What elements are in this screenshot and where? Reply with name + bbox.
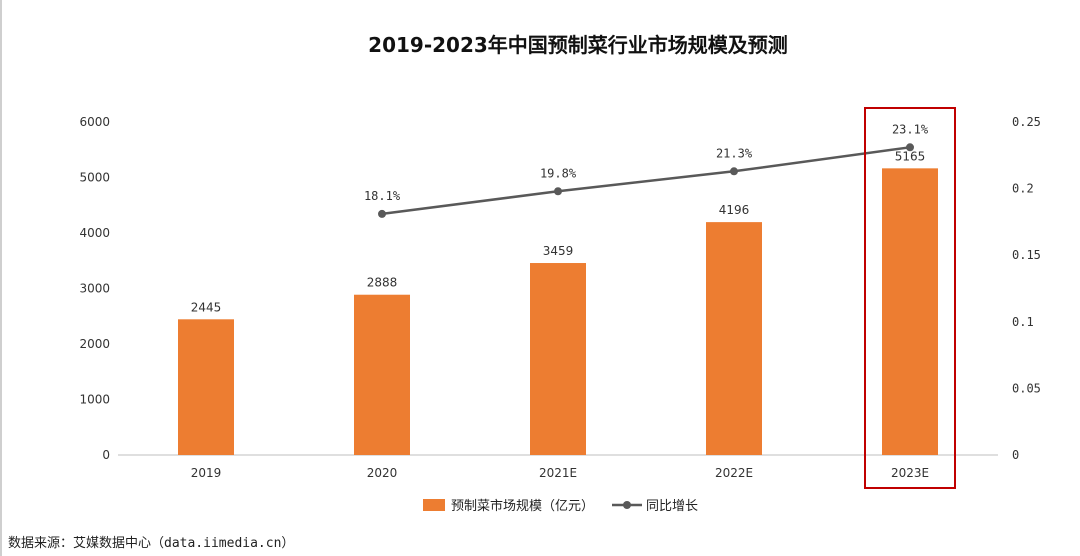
right-axis-tick-label: 0.25	[1012, 115, 1041, 129]
right-axis-tick-label: 0.15	[1012, 248, 1041, 262]
right-axis-tick-label: 0.05	[1012, 381, 1041, 395]
x-axis-tick-label: 2021E	[539, 466, 577, 480]
line-series: 18.1% 19.8% 21.3% 23.1%	[364, 122, 929, 218]
growth-value-label: 23.1%	[892, 122, 929, 136]
bar	[354, 294, 410, 455]
bar-value-label: 2888	[367, 276, 398, 290]
bar	[530, 263, 586, 455]
x-axis-tick-label: 2019	[191, 466, 222, 480]
right-axis-tick-label: 0.1	[1012, 315, 1034, 329]
page-left-border	[0, 0, 2, 556]
legend-line-label: 同比增长	[646, 499, 698, 514]
growth-line	[381, 146, 911, 216]
x-axis-labels: 2019 2020 2021E 2022E 2023E	[191, 466, 929, 480]
right-axis: 0 0.05 0.1 0.15 0.2 0.25	[1012, 115, 1041, 462]
left-axis: 0 1000 2000 3000 4000 5000 6000	[79, 115, 110, 462]
right-axis-tick-label: 0	[1012, 448, 1019, 462]
x-axis-tick-label: 2023E	[891, 466, 929, 480]
right-axis-tick-label: 0.2	[1012, 182, 1034, 196]
x-axis-tick-label: 2022E	[715, 466, 753, 480]
growth-value-label: 19.8%	[540, 166, 577, 180]
bar-series	[178, 168, 938, 455]
growth-point	[906, 143, 914, 152]
growth-point	[730, 167, 738, 176]
left-axis-tick-label: 3000	[79, 282, 110, 296]
x-axis-tick-label: 2020	[367, 466, 398, 480]
bar	[882, 168, 938, 455]
left-axis-tick-label: 0	[102, 448, 110, 462]
left-axis-tick-label: 6000	[79, 115, 110, 129]
bar	[706, 222, 762, 455]
growth-value-label: 18.1%	[364, 189, 401, 203]
legend-bar-label: 预制菜市场规模（亿元）	[451, 498, 594, 514]
growth-value-label: 21.3%	[716, 146, 753, 160]
left-axis-tick-label: 5000	[79, 171, 110, 185]
left-axis-tick-label: 2000	[79, 337, 110, 351]
highlight-box	[864, 107, 956, 489]
left-axis-tick-label: 4000	[79, 226, 110, 240]
legend-bar-swatch	[423, 499, 445, 511]
bar-value-label: 2445	[191, 300, 222, 314]
bar	[178, 319, 234, 455]
bar-data-labels: 2445 2888 3459 4196 5165	[191, 149, 926, 314]
left-axis-tick-label: 1000	[79, 393, 110, 407]
growth-point	[554, 187, 562, 196]
bar-value-label: 3459	[543, 244, 574, 258]
legend: 预制菜市场规模（亿元） 同比增长	[423, 498, 698, 514]
growth-point	[378, 209, 386, 218]
source-note: 数据来源：艾媒数据中心（data.iimedia.cn）	[8, 536, 294, 551]
chart-title: 2019-2023年中国预制菜行业市场规模及预测	[368, 33, 788, 57]
bar-value-label: 5165	[895, 149, 926, 163]
bar-value-label: 4196	[719, 203, 750, 217]
legend-line-marker	[623, 501, 631, 509]
